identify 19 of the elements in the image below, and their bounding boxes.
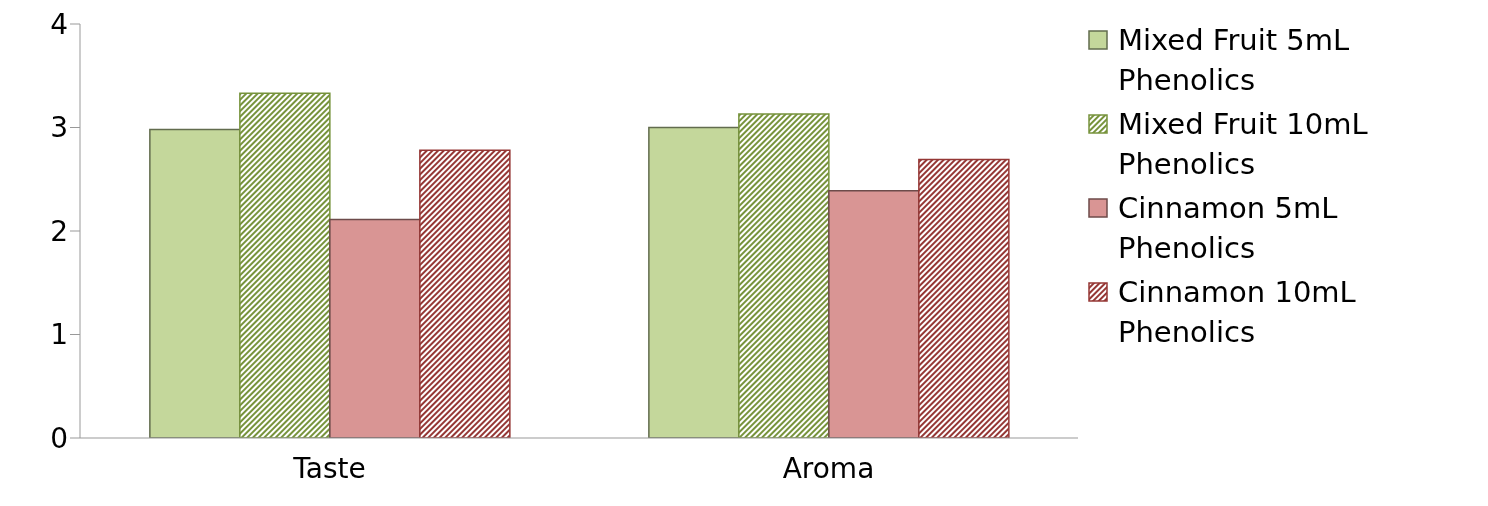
bar — [648, 126, 740, 438]
bar — [738, 113, 830, 438]
x-tick-label: Aroma — [782, 451, 875, 485]
y-tick-label: 1 — [50, 318, 68, 352]
y-tick-label: 3 — [50, 111, 68, 145]
y-tick-label: 2 — [50, 214, 68, 248]
bar — [918, 158, 1010, 438]
bar — [828, 189, 920, 438]
legend-label: Mixed Fruit 5mL Phenolics — [1118, 22, 1351, 99]
legend-label: Mixed Fruit 10mL Phenolics — [1118, 106, 1368, 183]
y-tick-label: 0 — [50, 421, 68, 455]
x-tick-label: Taste — [292, 451, 366, 485]
legend-label: Cinnamon 10mL Phenolics — [1118, 274, 1357, 351]
bar — [239, 92, 331, 438]
bar — [329, 218, 421, 438]
legend-label: Cinnamon 5mL Phenolics — [1118, 190, 1339, 267]
y-tick-label: 4 — [50, 7, 68, 41]
bar — [149, 128, 241, 438]
bar — [419, 149, 511, 438]
